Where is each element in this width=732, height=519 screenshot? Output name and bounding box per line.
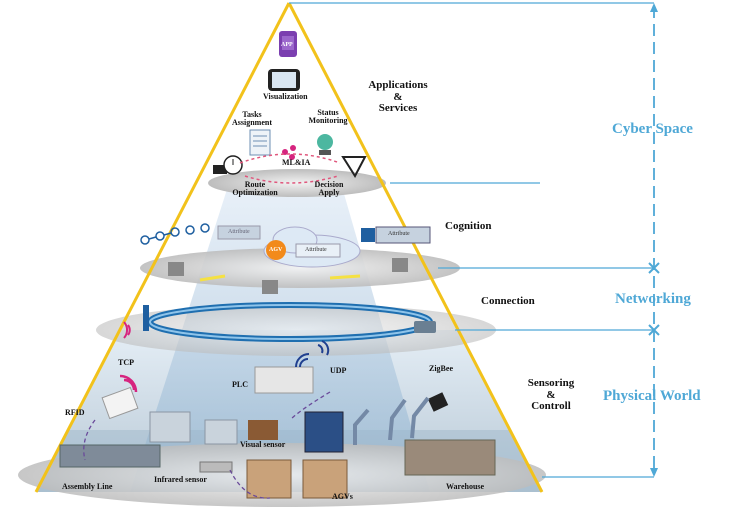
warehouse-rack-icon: [404, 439, 496, 476]
server-icon: [361, 228, 375, 242]
decision-funnel-icon: [341, 156, 367, 178]
attribute-left-card: [217, 225, 261, 240]
visualization-label: Visualization: [263, 92, 308, 101]
rfid-label: RFID: [65, 408, 85, 417]
app-icon-label: APP: [281, 42, 293, 48]
cyber-space-label: Cyber Space: [612, 121, 693, 137]
zone-bracket: [289, 2, 660, 478]
applications-layer-label: Applications & Services: [368, 79, 428, 115]
tcp-wifi-icon: [119, 374, 138, 393]
gateway-left-icon: [168, 262, 184, 276]
gateway-right-icon: [392, 258, 408, 272]
attribute-center-card: [295, 243, 341, 258]
dashed-links: [83, 391, 331, 499]
status-monitor-icon: [317, 134, 333, 155]
infrared-sensor-label: Infrared sensor: [154, 475, 207, 484]
attribute-right-text: Attribute: [388, 231, 410, 237]
plc-device-icon: [254, 366, 314, 394]
app-phone-icon: [279, 31, 297, 57]
signal-arrow-left: [199, 274, 226, 282]
tasks-document-icon: [249, 129, 271, 156]
pyramid-left-edge: [34, 2, 291, 493]
visual-sensor-board-icon: [248, 420, 278, 440]
ml-flow-arrows: [239, 153, 341, 164]
route-truck-icon: [213, 155, 243, 175]
agvs-label: AGVs: [332, 492, 353, 501]
agv-right-icon: [302, 459, 348, 499]
agv-left-icon: [246, 459, 292, 499]
cnc-machine-left-icon: [149, 411, 191, 443]
visualization-phone-icon: [268, 69, 300, 91]
applications-disc: [208, 169, 386, 197]
wifi-left-icon: [123, 321, 131, 339]
udp-label: UDP: [330, 366, 347, 375]
ml-label: ML&IA: [282, 158, 311, 167]
attribute-center-text: Attribute: [305, 247, 327, 253]
assembly-line-icon: [59, 444, 161, 468]
networking-label: Networking: [615, 291, 691, 307]
antenna-left-icon: [143, 305, 149, 331]
agv-tag-text: AGV: [269, 247, 283, 253]
infrared-sensor-icon: [199, 461, 233, 473]
physical-world-label: Physical World: [603, 388, 701, 404]
tasks-assignment-label: Tasks Assignment: [231, 110, 272, 128]
tcp-label: TCP: [118, 358, 134, 367]
gateway-center-icon: [262, 280, 278, 294]
ml-molecule-icon: [282, 145, 296, 160]
cognition-layer-label: Cognition: [445, 220, 492, 232]
cnc-machine-mid-icon: [204, 419, 238, 445]
visual-sensor-label: Visual sensor: [240, 440, 286, 449]
route-optimization-label: Route Optimization: [232, 180, 278, 198]
status-monitoring-label: Status Monitoring: [308, 108, 348, 126]
pyramid-right-edge: [287, 2, 544, 493]
sensoring-layer-label: Sensoring & Controll: [527, 377, 575, 413]
signal-arrow-right: [329, 274, 361, 280]
cabinet-icon: [304, 411, 344, 453]
robot-arms-icon: [353, 396, 430, 445]
warehouse-label: Warehouse: [446, 482, 485, 491]
agv-badge-icon: [266, 240, 286, 260]
attribute-right-card: [375, 226, 431, 244]
assembly-line-label: Assembly Line: [62, 482, 113, 491]
knowledge-chain-icon: [140, 223, 210, 245]
zigbee-label: ZigBee: [429, 364, 453, 373]
zigbee-device-icon: [427, 392, 449, 412]
plc-label: PLC: [232, 380, 248, 389]
wifi-center-icon: [317, 340, 330, 356]
decision-apply-label: Decision Apply: [314, 180, 344, 198]
attribute-left-text: Attribute: [228, 229, 250, 235]
connection-layer-label: Connection: [481, 295, 535, 307]
router-right-icon: [414, 321, 436, 333]
connection-disc: [96, 304, 496, 356]
rfid-reader-icon: [101, 386, 139, 420]
udp-wifi-icon: [295, 353, 310, 368]
